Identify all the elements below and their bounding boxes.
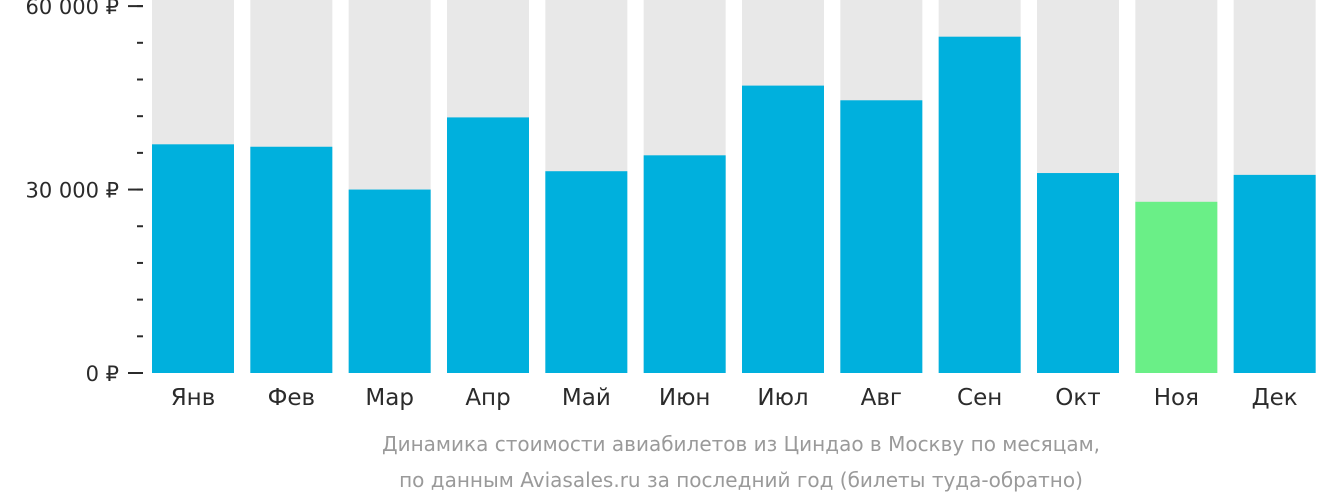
bar-6 (643, 155, 726, 373)
category-label-10: Окт (1055, 385, 1100, 411)
category-label-3: Мар (365, 385, 414, 411)
category-label-12: Дек (1252, 385, 1298, 411)
category-label-11: Ноя (1154, 385, 1199, 411)
bar-11 (1135, 201, 1218, 373)
chart-caption-line-2: по данным Aviasales.ru за последний год … (399, 468, 1083, 492)
bar-12 (1233, 174, 1316, 373)
category-label-1: Янв (171, 385, 216, 411)
bar-3 (348, 189, 431, 373)
category-label-8: Авг (861, 385, 902, 411)
category-label-4: Апр (465, 385, 510, 411)
bar-1 (152, 144, 234, 373)
price-bar-chart: Янв Фев Мар Апр Май Июн Июл Авг Сен Окт Ноя Дек 0 ₽ 3… (25, 0, 1316, 411)
bar-2 (250, 146, 333, 373)
bar-10 (1037, 173, 1119, 373)
category-label-6: Июн (659, 385, 711, 411)
bar-7 (742, 85, 824, 373)
category-label-7: Июл (757, 385, 808, 411)
category-label-5: Май (562, 385, 611, 411)
category-label-9: Сен (957, 385, 1002, 411)
chart-caption-line-1: Динамика стоимости авиабилетов из Циндао… (381, 432, 1101, 456)
bar-4 (447, 117, 529, 373)
bar-8 (840, 100, 923, 373)
y-tick-label-1: 0 ₽ (86, 362, 119, 386)
bar-5 (545, 171, 628, 373)
y-tick-label-2: 30 000 ₽ (25, 179, 119, 203)
bar-9 (938, 36, 1021, 373)
y-tick-label-3: 60 000 ₽ (25, 0, 119, 19)
category-label-2: Фев (268, 385, 316, 411)
